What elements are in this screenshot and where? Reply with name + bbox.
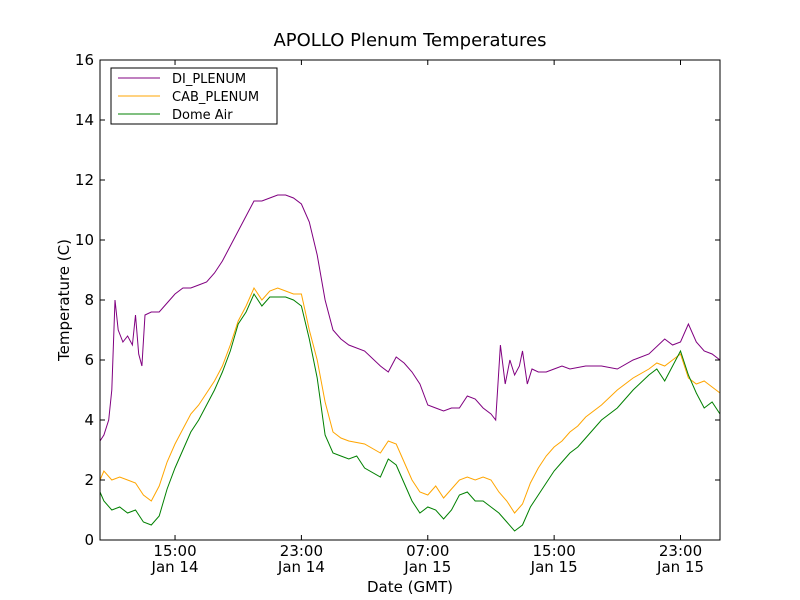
chart-title: APOLLO Plenum Temperatures bbox=[273, 30, 546, 51]
y-axis-label: Temperature (C) bbox=[55, 239, 73, 362]
series-line-0 bbox=[99, 194, 721, 442]
legend-label-1: CAB_PLENUM bbox=[172, 90, 259, 105]
x-tick-label-date: Jan 15 bbox=[530, 558, 578, 576]
y-tick-label: 4 bbox=[84, 411, 94, 429]
series-line-1 bbox=[99, 286, 721, 514]
x-tick-label-date: Jan 15 bbox=[656, 558, 704, 576]
x-tick-label-date: Jan 14 bbox=[277, 558, 325, 576]
legend: DI_PLENUM CAB_PLENUM Dome Air bbox=[110, 67, 278, 125]
y-tick-label: 8 bbox=[84, 291, 94, 309]
y-tick-label: 2 bbox=[84, 471, 94, 489]
y-tick-label: 0 bbox=[84, 531, 94, 549]
y-tick-label: 16 bbox=[75, 51, 94, 69]
x-tick-label-time: 15:00 bbox=[533, 542, 576, 560]
x-axis-label: Date (GMT) bbox=[367, 578, 453, 596]
y-tick-label: 14 bbox=[75, 111, 94, 129]
y-tick-label: 12 bbox=[75, 171, 94, 189]
x-tick-label-time: 23:00 bbox=[659, 542, 702, 560]
legend-label-0: DI_PLENUM bbox=[172, 72, 246, 87]
y-tick-label: 10 bbox=[75, 231, 94, 249]
x-tick-label-time: 23:00 bbox=[280, 542, 323, 560]
plot-lines bbox=[99, 194, 721, 532]
y-tick-label: 6 bbox=[84, 351, 94, 369]
x-tick-label-date: Jan 15 bbox=[403, 558, 451, 576]
x-tick-label-time: 07:00 bbox=[406, 542, 449, 560]
legend-label-2: Dome Air bbox=[172, 108, 233, 123]
x-tick-label-date: Jan 14 bbox=[151, 558, 199, 576]
x-tick-label-time: 15:00 bbox=[153, 542, 196, 560]
series-line-2 bbox=[99, 292, 721, 532]
